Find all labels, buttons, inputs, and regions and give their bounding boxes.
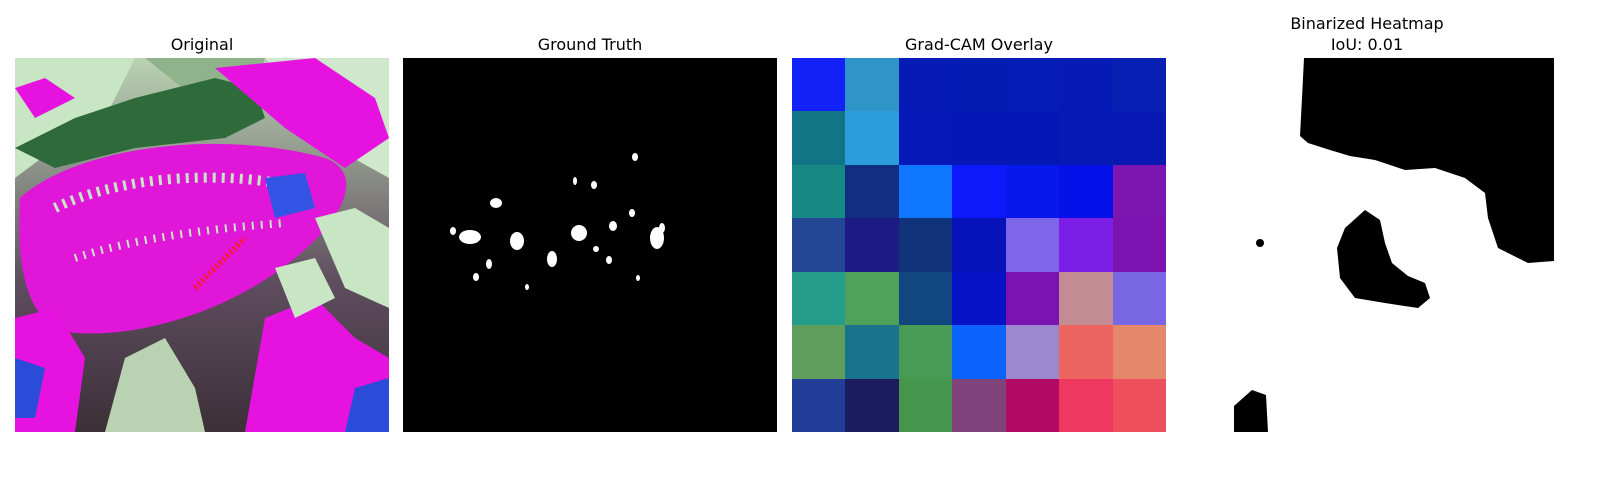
heatmap-cell [1059,325,1113,379]
binarized-title: Binarized Heatmap [1290,14,1444,33]
ground-truth-mask [403,58,777,432]
heatmap-cell [1006,58,1059,111]
panel-original: Original [0,0,400,500]
heatmap-cell [792,165,845,218]
heatmap-cell [1059,58,1113,111]
heatmap-cell [845,379,899,432]
heatmap-cell [1113,272,1166,325]
heatmap-cell [1006,165,1059,218]
heatmap-cell [845,218,899,272]
gradcam-title: Grad-CAM Overlay [905,35,1053,54]
heatmap-cell [1059,379,1113,432]
heatmap-cell [1006,218,1059,272]
heatmap-cell [952,379,1006,432]
gradcam-heatmap [792,58,1166,432]
binarized-iou: IoU: 0.01 [1330,35,1404,54]
heatmap-cell [792,379,845,432]
heatmap-cell [899,218,952,272]
heatmap-cell [899,58,952,111]
heatmap-cell [845,272,899,325]
heatmap-cell [1113,165,1166,218]
heatmap-cell [845,111,899,165]
heatmap-cell [899,272,952,325]
heatmap-cell [792,218,845,272]
heatmap-cell [1113,325,1166,379]
panel-gradcam: Grad-CAM Overlay [792,35,1166,432]
heatmap-cell [792,58,845,111]
heatmap-cell [1006,111,1059,165]
heatmap-cell [845,325,899,379]
heatmap-cell [1059,218,1113,272]
heatmap-cell [845,58,899,111]
heatmap-cell [1006,272,1059,325]
original-image [15,58,389,432]
binarized-mask [1180,58,1554,432]
heatmap-cell [845,165,899,218]
heatmap-cell [952,218,1006,272]
heatmap-cell [952,325,1006,379]
heatmap-cell [792,111,845,165]
heatmap-cell [899,111,952,165]
ground-truth-title: Ground Truth [537,35,643,54]
heatmap-cell [1006,379,1059,432]
heatmap-cell [899,165,952,218]
heatmap-cell [1113,379,1166,432]
panel-ground-truth: Ground Truth [403,35,777,432]
heatmap-cell [792,325,845,379]
heatmap-cell [1113,111,1166,165]
heatmap-cell [952,58,1006,111]
heatmap-cell [1006,325,1059,379]
heatmap-cell [952,111,1006,165]
heatmap-cell [952,272,1006,325]
heatmap-cell [952,165,1006,218]
heatmap-cell [899,325,952,379]
heatmap-cell [1059,111,1113,165]
heatmap-cell [1113,58,1166,111]
heatmap-cell [1059,272,1113,325]
original-title: Original [170,35,234,54]
heatmap-cell [792,272,845,325]
heatmap-cell [1059,165,1113,218]
heatmap-cell [1113,218,1166,272]
heatmap-cell [899,379,952,432]
